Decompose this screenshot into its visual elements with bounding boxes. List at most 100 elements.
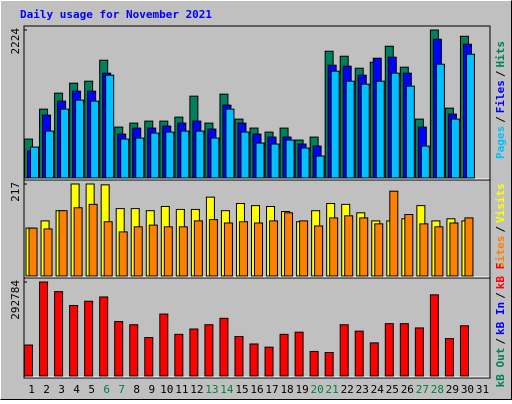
bar [58,210,68,277]
x-tick-label: 12 [190,383,203,396]
y-max-label: 217 [9,182,22,202]
x-tick-label: 21 [326,383,339,396]
bar [450,118,460,179]
x-tick-label: 15 [235,383,248,396]
bar [279,333,289,377]
bar [84,300,94,377]
x-tick-label: 18 [280,383,293,396]
bar [73,207,83,277]
legend-entry: Pages [494,126,507,159]
bar [339,324,349,377]
bar [30,146,40,179]
x-tick-label: 8 [133,383,140,396]
bar [234,335,244,377]
bar [435,63,445,179]
x-tick-label: 11 [175,383,188,396]
bar [43,228,53,277]
bar [150,132,160,179]
bar [344,215,354,277]
bar [464,217,474,277]
bar [329,217,339,277]
bar [354,330,364,377]
x-tick-label: 22 [341,383,354,396]
bar [144,337,154,377]
x-tick-label: 10 [160,383,173,396]
legend-entry: kB Out [494,348,507,388]
x-tick-label: 30 [461,383,474,396]
x-tick-label: 4 [73,383,80,396]
bar [225,108,235,179]
bar [204,324,214,377]
legend: kB Out / kB In / kB F [494,263,507,388]
bar [223,222,233,277]
legend-entry: Sites [494,236,507,269]
x-tick-label: 26 [401,383,414,396]
x-tick-label: 28 [431,383,444,396]
bar [118,231,128,277]
bar [240,131,250,179]
legend-entry: Visits [494,183,507,223]
bar [434,226,444,277]
x-tick-label: 2 [43,383,50,396]
bar [420,145,430,179]
bar [419,223,429,277]
x-tick-label: 16 [250,383,263,396]
bar [314,225,324,277]
legend: Pages / Files / Hits [494,41,507,159]
bar [24,344,34,377]
x-tick-label: 19 [295,383,308,396]
bar [135,137,145,179]
bar [114,321,124,377]
bar [315,155,325,179]
bar [444,338,454,377]
bar [120,138,130,179]
bar [255,142,265,179]
legend-entry: kB In [494,302,507,335]
bar [269,220,279,277]
legend-separator: / [494,226,507,233]
bar [88,203,98,277]
bar [238,221,248,277]
x-tick-label: 17 [265,383,278,396]
legend-entry: kB F [494,263,507,290]
bar [69,304,79,377]
bar [180,130,190,179]
bar [345,80,355,179]
bar [294,331,304,377]
y-max-label: 2224 [9,28,22,55]
bar [324,352,334,377]
x-tick-label: 24 [371,383,385,396]
bar [45,130,55,179]
bar [404,214,414,277]
bar [129,324,139,377]
x-tick-label: 6 [103,383,110,396]
legend: Sites / Visits [494,183,507,269]
bar [163,226,173,277]
x-tick-label: 27 [416,383,429,396]
bar [254,222,263,277]
bar [210,137,220,179]
legend-separator: / [494,292,507,299]
x-tick-label: 14 [220,383,234,396]
bar [99,296,109,377]
bar [405,85,415,179]
bar [414,327,424,377]
x-tick-label: 7 [118,383,125,396]
bar [284,212,294,277]
bar [369,342,379,377]
bar [390,72,400,179]
bar [459,325,469,377]
x-tick-label: 3 [58,383,65,396]
bar [39,281,49,377]
x-tick-label: 25 [386,383,399,396]
x-tick-label: 31 [476,383,489,396]
chart-title: Daily usage for November 2021 [20,8,212,21]
bar [309,350,319,377]
bar [270,143,280,179]
bar [193,220,203,277]
bar [103,221,113,277]
x-tick-label: 13 [205,383,218,396]
bar [384,323,394,377]
legend-entry: Hits [494,41,507,68]
